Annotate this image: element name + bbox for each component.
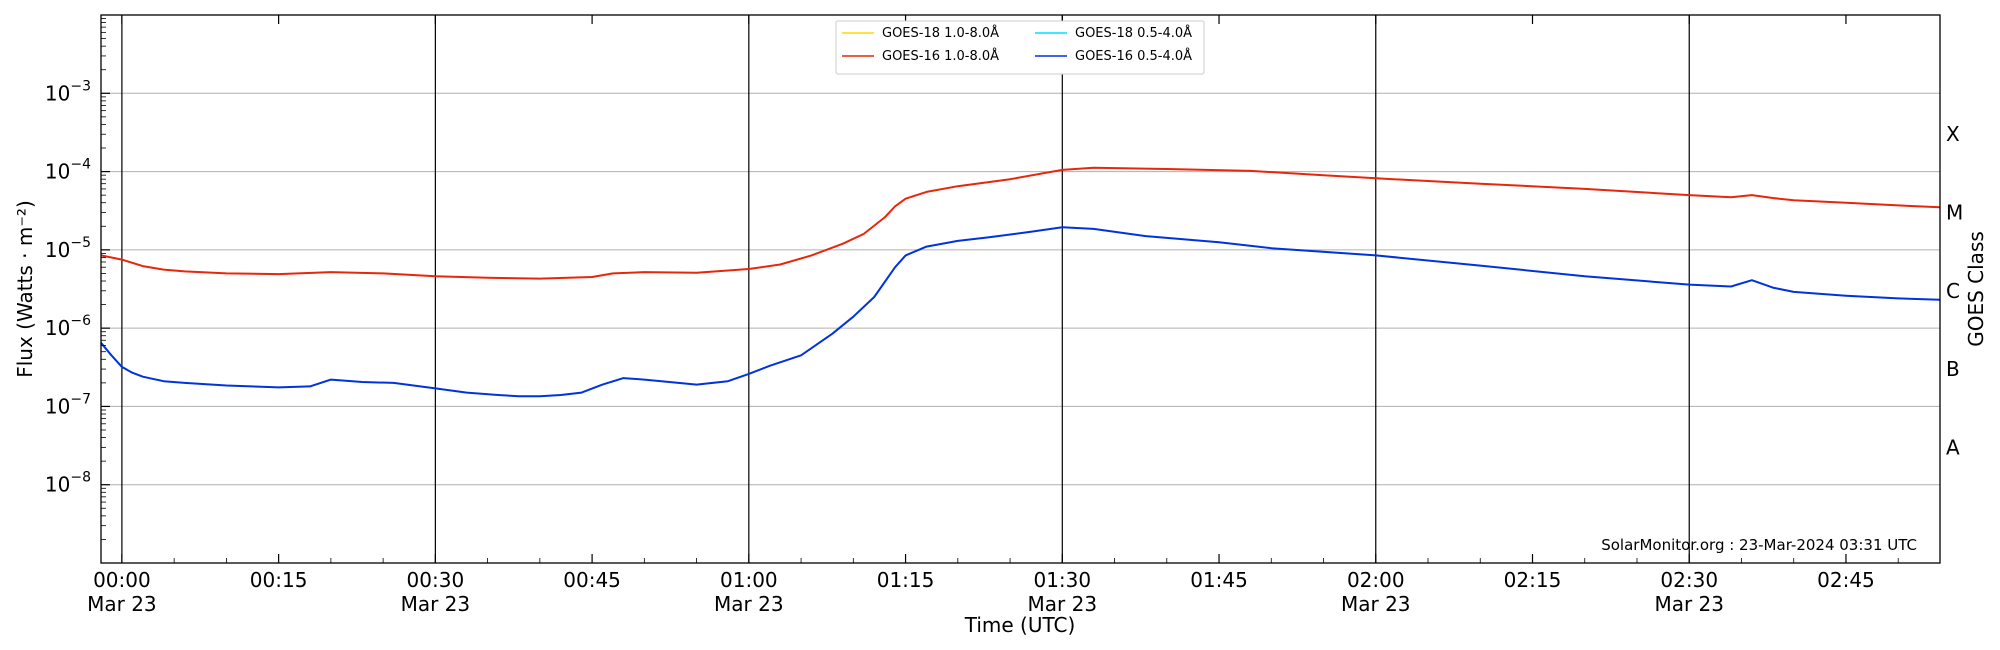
legend-label: GOES-16 1.0-8.0Å: [882, 48, 999, 64]
y2-axis-title: GOES Class: [1964, 231, 1988, 347]
series-line: [100, 166, 1941, 280]
goes-class-label: M: [1946, 201, 1963, 225]
series-line: [100, 226, 1941, 398]
credit-text: SolarMonitor.org : 23-Mar-2024 03:31 UTC: [1601, 536, 1917, 554]
y-tick-label: 10−6: [45, 313, 91, 340]
x-tick-date-label: Mar 23: [401, 592, 471, 616]
x-tick-label: 01:00: [720, 568, 778, 592]
y-tick-label: 10−3: [45, 78, 91, 105]
y-tick-label: 10−4: [45, 157, 91, 184]
y-tick-label: 10−7: [45, 391, 91, 418]
x-axis-title: Time (UTC): [964, 613, 1076, 637]
x-tick-date-label: Mar 23: [87, 592, 157, 616]
goes-class-label: C: [1946, 279, 1960, 303]
plot-frame: [100, 14, 1941, 564]
y-axis-title: Flux (Watts · m⁻²): [13, 200, 37, 378]
tick-layer: [101, 15, 1899, 563]
x-tick-label: 01:45: [1190, 568, 1248, 592]
x-tick-label: 00:30: [407, 568, 465, 592]
legend-box: [835, 20, 1205, 75]
vline-layer: [121, 15, 1690, 563]
x-tick-date-label: Mar 23: [1028, 592, 1098, 616]
goes-class-label: A: [1946, 435, 1960, 459]
series-layer: [100, 166, 1941, 398]
x-tick-label: 02:15: [1504, 568, 1562, 592]
plot-area: [101, 15, 1940, 563]
x-tick-label: 02:30: [1660, 568, 1718, 592]
x-tick-label: 00:15: [250, 568, 308, 592]
x-tick-label: 02:45: [1817, 568, 1875, 592]
x-tick-date-label: Mar 23: [714, 592, 784, 616]
legend: GOES-18 1.0-8.0Å GOES-16 1.0-8.0Å GOES-18 …: [835, 20, 1205, 75]
x-tick-label: 00:45: [563, 568, 621, 592]
x-tick-label: 02:00: [1347, 568, 1405, 592]
goes-class-label: X: [1946, 122, 1960, 146]
x-tick-label: 01:15: [877, 568, 935, 592]
x-tick-label: 00:00: [93, 568, 151, 592]
legend-label: GOES-18 1.0-8.0Å: [882, 25, 999, 41]
y-tick-label: 10−8: [45, 470, 91, 497]
legend-label: GOES-18 0.5-4.0Å: [1075, 25, 1192, 41]
y-tick-label: 10−5: [45, 235, 91, 262]
x-tick-date-label: Mar 23: [1341, 592, 1411, 616]
legend-label: GOES-16 0.5-4.0Å: [1075, 48, 1192, 64]
goes-class-label: B: [1946, 357, 1960, 381]
grid-layer: [101, 92, 1940, 486]
x-tick-label: 01:30: [1033, 568, 1091, 592]
x-tick-date-label: Mar 23: [1654, 592, 1724, 616]
